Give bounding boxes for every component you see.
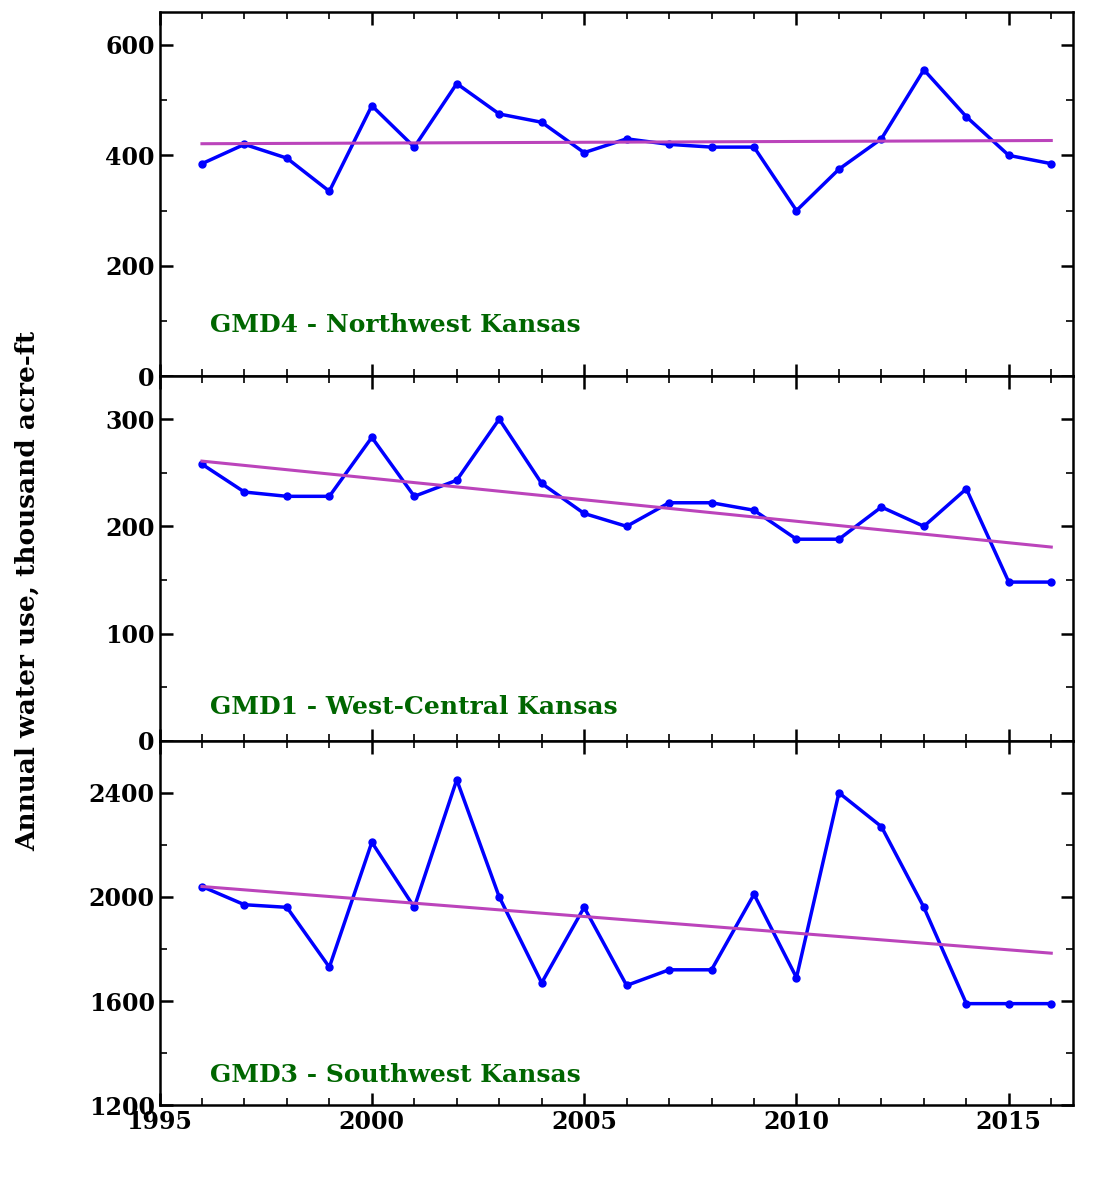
Text: GMD3 - Southwest Kansas: GMD3 - Southwest Kansas (210, 1063, 581, 1086)
Text: Annual water use, thousand acre-ft: Annual water use, thousand acre-ft (15, 331, 40, 851)
Text: GMD1 - West-Central Kansas: GMD1 - West-Central Kansas (210, 695, 618, 719)
Text: GMD4 - Northwest Kansas: GMD4 - Northwest Kansas (210, 313, 581, 337)
